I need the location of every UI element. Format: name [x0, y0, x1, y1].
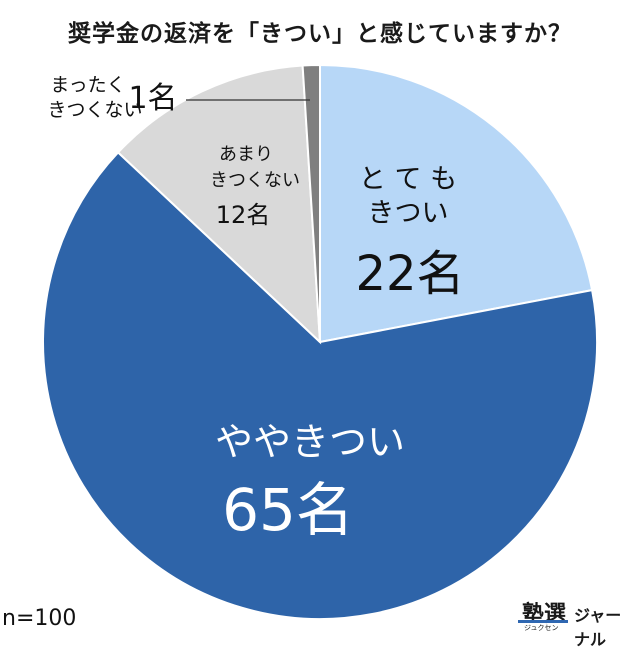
- slice-label-2-line-1: きつくない: [210, 170, 300, 191]
- pie-slice-3: [301, 63, 321, 343]
- slice-label-2-line-0: あまり: [219, 144, 273, 165]
- chart-title: 奨学金の返済を「きつい」と感じていますか？: [68, 21, 572, 47]
- pie-slice-2: [116, 64, 322, 345]
- slice-label-1-line-0: ややきつい: [215, 420, 405, 464]
- slice-label-0-line-0: と て も: [359, 164, 457, 195]
- pie-slice-0: [319, 63, 594, 344]
- logo-underline: [518, 620, 568, 623]
- slice-value-label-0: 22名: [355, 246, 464, 302]
- slice-value-label-1: 65名: [222, 476, 354, 544]
- sample-size-note: n=100: [2, 606, 77, 631]
- logo-sub-text: ジュクセン: [524, 624, 559, 632]
- slice-label-3-line-0: まったく: [50, 74, 125, 96]
- slice-label-0-line-1: きつい: [368, 198, 449, 229]
- slice-label-3-line-1: きつくない: [47, 99, 142, 121]
- pie-slice-1: [42, 150, 598, 620]
- slice-value-label-3: 1名: [128, 81, 177, 116]
- slice-value-label-2: 12名: [216, 201, 271, 229]
- logo-journal-text: ジャーナル: [574, 606, 622, 649]
- brand-logo: 塾選 ジュクセン ジャーナル: [516, 596, 636, 649]
